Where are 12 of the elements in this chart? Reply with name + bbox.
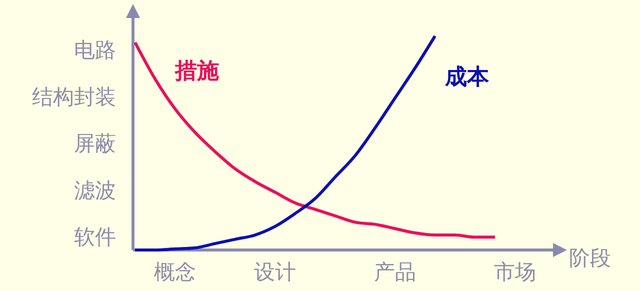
x-tick-label: 市场 bbox=[494, 260, 536, 284]
series-label: 成本 bbox=[444, 65, 490, 90]
text: 屏蔽 bbox=[74, 132, 116, 156]
x-tick-label: 概念 bbox=[154, 260, 196, 284]
series-label: 措施 bbox=[174, 59, 219, 84]
x-tick-label: 设计 bbox=[254, 260, 296, 284]
text: 电路 bbox=[74, 38, 116, 62]
x-tick-label: 产品 bbox=[374, 260, 416, 284]
text: 软件 bbox=[74, 225, 116, 249]
text: 滤波 bbox=[74, 178, 116, 202]
x-axis-title: 阶段 bbox=[569, 246, 611, 270]
text: 结构封装 bbox=[32, 84, 116, 109]
